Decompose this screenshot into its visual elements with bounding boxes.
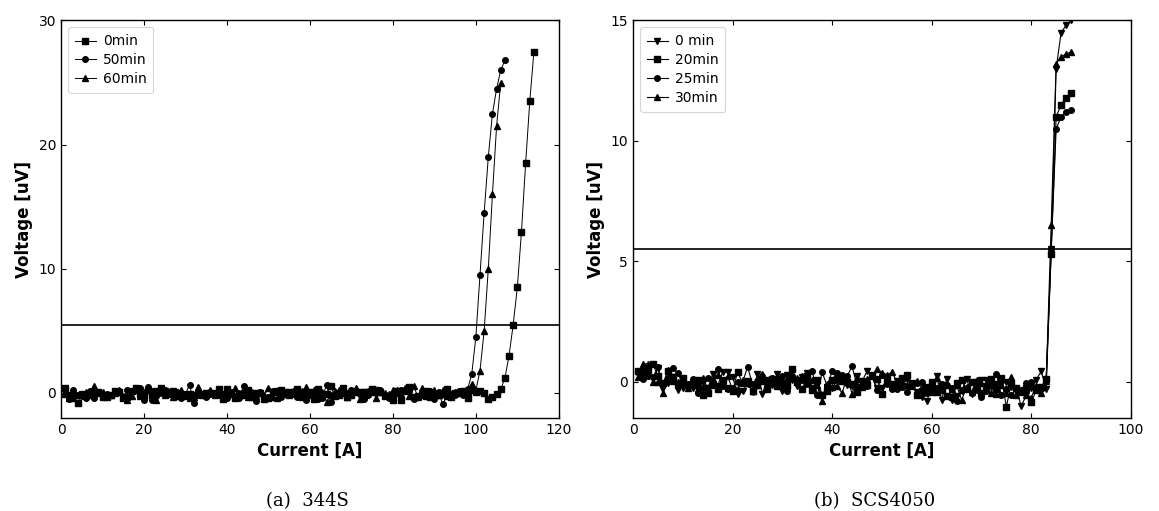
0min	[71, 400, 85, 406]
20min	[630, 368, 644, 374]
30min	[751, 382, 765, 388]
0min	[365, 386, 379, 392]
Text: (b)  SCS4050: (b) SCS4050	[815, 492, 935, 510]
50min	[498, 57, 512, 63]
20min	[756, 378, 770, 384]
30min	[850, 376, 863, 382]
0min	[195, 392, 209, 398]
25min	[845, 363, 859, 369]
25min	[1064, 106, 1078, 112]
Text: (a)  344S: (a) 344S	[265, 492, 349, 510]
0min	[420, 388, 433, 394]
60min	[344, 387, 358, 393]
Legend: 0min, 50min, 60min: 0min, 50min, 60min	[68, 28, 153, 93]
0 min	[756, 390, 770, 397]
50min	[191, 392, 205, 398]
0 min	[1014, 403, 1028, 409]
20min	[1064, 89, 1078, 96]
50min	[452, 388, 466, 394]
25min	[949, 398, 963, 404]
50min	[58, 391, 72, 398]
60min	[494, 80, 508, 86]
25min	[630, 368, 644, 375]
0min	[527, 49, 541, 55]
20min	[845, 381, 859, 387]
50min	[370, 389, 384, 395]
50min	[436, 401, 450, 407]
0 min	[751, 371, 765, 377]
60min	[362, 388, 376, 394]
20min	[1040, 376, 1054, 382]
Y-axis label: Voltage [uV]: Voltage [uV]	[15, 160, 32, 277]
60min	[440, 393, 454, 399]
Line: 50min: 50min	[63, 57, 508, 407]
60min	[320, 399, 334, 405]
25min	[751, 378, 765, 384]
30min	[1040, 378, 1054, 384]
20min	[999, 404, 1013, 410]
25min	[885, 386, 899, 392]
X-axis label: Current [A]: Current [A]	[829, 442, 934, 460]
30min	[756, 371, 770, 377]
0 min	[1064, 17, 1078, 24]
60min	[312, 392, 326, 398]
Line: 0min: 0min	[63, 49, 537, 406]
30min	[890, 378, 904, 384]
60min	[58, 391, 72, 397]
0 min	[630, 371, 644, 377]
25min	[756, 373, 770, 379]
50min	[391, 390, 404, 396]
30min	[1064, 49, 1078, 55]
Legend: 0 min, 20min, 25min, 30min: 0 min, 20min, 25min, 30min	[640, 28, 726, 112]
50min	[410, 392, 424, 399]
Y-axis label: Voltage [uV]: Voltage [uV]	[586, 160, 605, 277]
Line: 0 min: 0 min	[634, 17, 1074, 410]
Line: 25min: 25min	[635, 107, 1074, 404]
Line: 60min: 60min	[61, 79, 504, 406]
20min	[641, 367, 655, 373]
30min	[815, 398, 829, 404]
30min	[641, 361, 655, 367]
0 min	[1040, 386, 1054, 392]
0 min	[845, 383, 859, 389]
20min	[885, 381, 899, 387]
0min	[191, 391, 205, 398]
Line: 30min: 30min	[634, 49, 1074, 404]
0min	[58, 384, 72, 390]
0min	[116, 395, 130, 401]
20min	[751, 382, 765, 388]
60min	[315, 388, 329, 394]
30min	[630, 374, 644, 380]
60min	[71, 392, 85, 398]
0 min	[641, 367, 655, 374]
25min	[1040, 377, 1054, 383]
Line: 20min: 20min	[635, 90, 1074, 409]
50min	[473, 272, 487, 278]
0min	[245, 394, 258, 400]
X-axis label: Current [A]: Current [A]	[257, 442, 363, 460]
25min	[641, 373, 655, 379]
0 min	[885, 385, 899, 391]
